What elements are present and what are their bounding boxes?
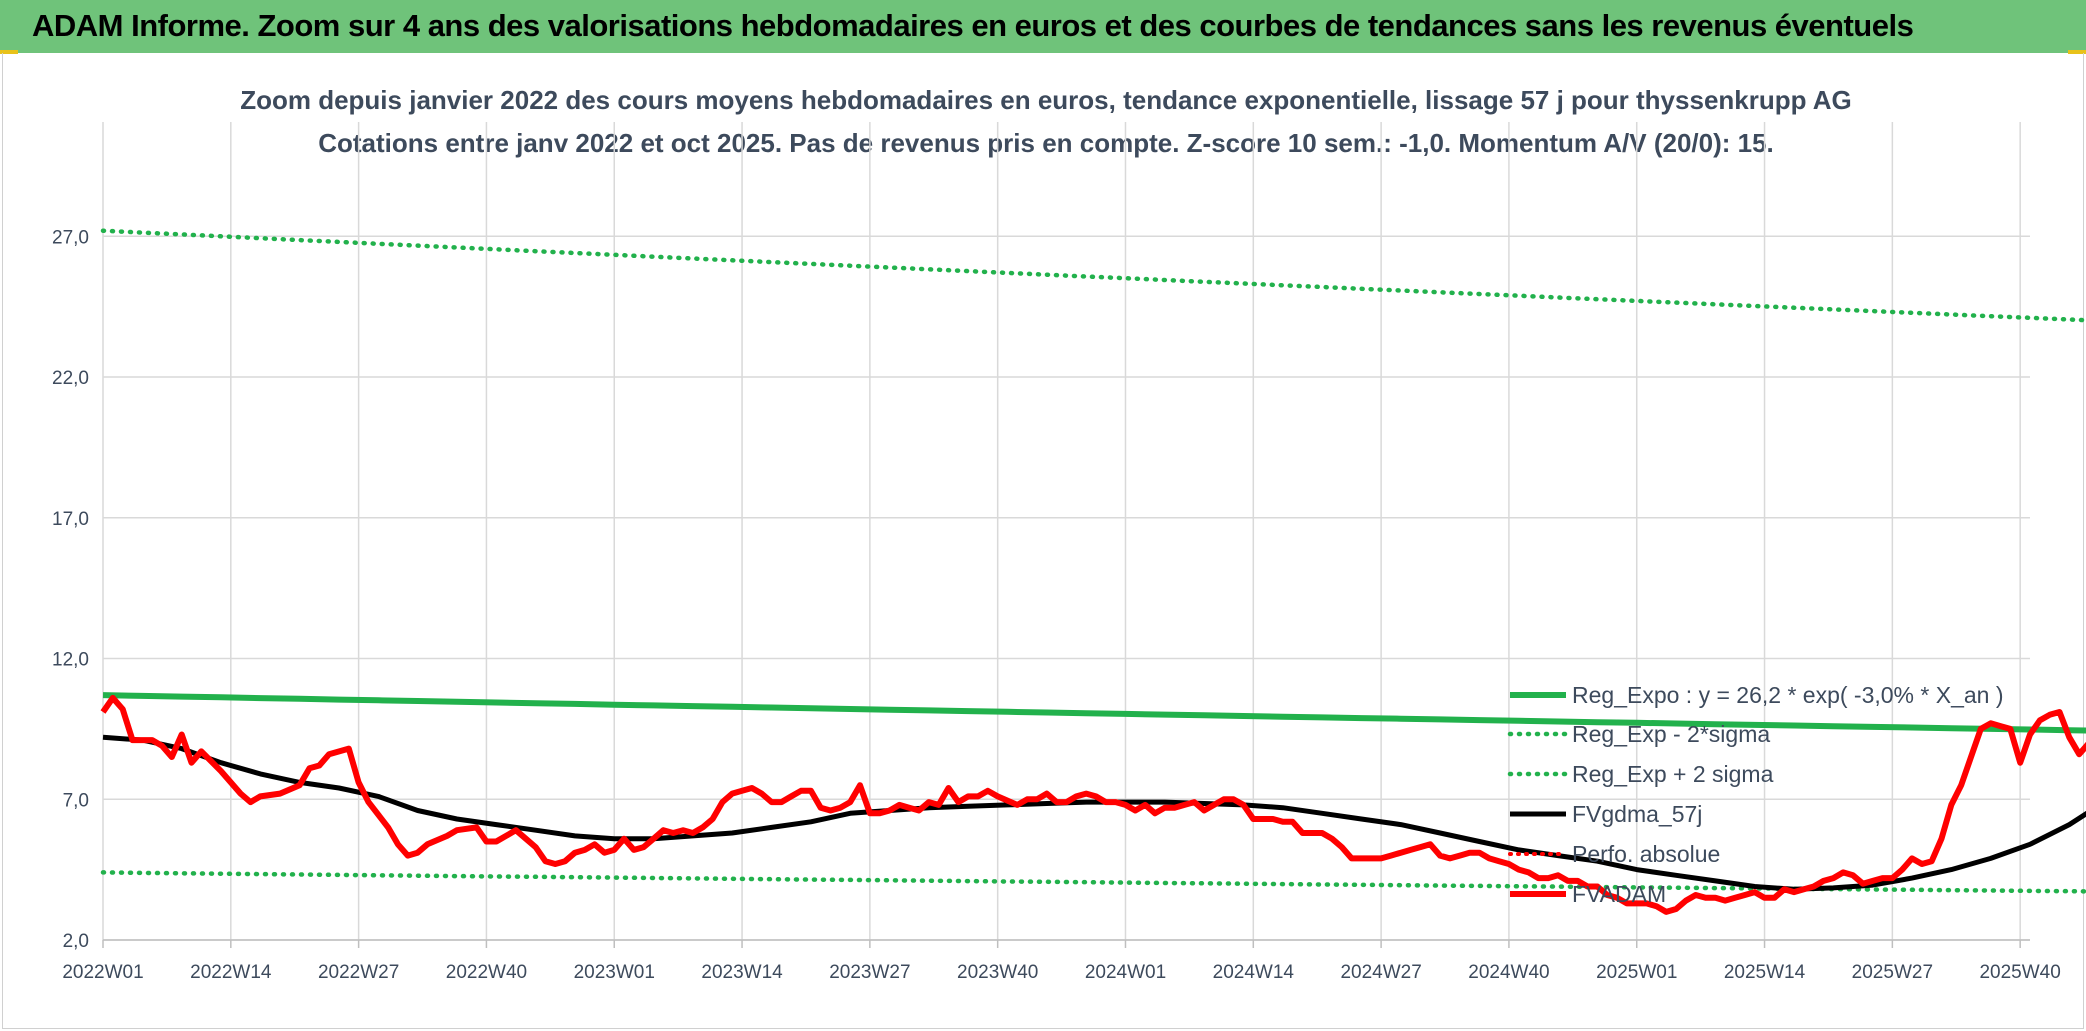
x-tick-label: 2023W01 (574, 962, 655, 983)
fvgdma-line (102, 734, 2086, 892)
x-tick-label: 2024W14 (1213, 962, 1295, 983)
reg-exp-minus-2sigma-line (100, 870, 2086, 894)
chart-subtitle: Cotations entre janv 2022 et oct 2025. P… (318, 128, 1774, 158)
legend-perfo-label: Perfo. absolue (1572, 841, 1720, 867)
chart-area-border (2, 53, 2084, 1029)
x-axis-ticks: 2022W01 2022W14 2022W27 2022W40 2023W01 2023W… (62, 962, 2061, 983)
x-tick-label: 2024W01 (1085, 962, 1166, 983)
y-tick-label: 27,0 (52, 227, 89, 248)
legend: Reg_Expo : y = 26,2 * exp( -3,0% * X_an … (1507, 682, 2004, 907)
x-tick-label: 2024W40 (1468, 962, 1549, 983)
y-tick-label: 22,0 (52, 368, 89, 389)
x-tick-label: 2022W01 (62, 962, 143, 983)
y-tick-label: 2,0 (63, 931, 89, 952)
title-banner: ADAM Informe. Zoom sur 4 ans des valoris… (0, 0, 2086, 53)
series-lines (100, 228, 2086, 915)
banner-accent-left (0, 50, 18, 54)
y-tick-label: 17,0 (52, 509, 89, 530)
reg-expo-line (102, 692, 2086, 734)
legend-reg-exp-plus-label: Reg_Exp + 2 sigma (1572, 761, 1774, 787)
reg-exp-plus-2sigma-line (100, 228, 2086, 323)
banner-accent-right (2068, 50, 2086, 54)
y-tick-label: 12,0 (52, 650, 89, 671)
x-tick-label: 2025W14 (1724, 962, 1806, 983)
legend-reg-expo-label: Reg_Expo : y = 26,2 * exp( -3,0% * X_an … (1572, 682, 2004, 708)
x-tick-label: 2023W14 (701, 962, 783, 983)
legend-fvgdma-label: FVgdma_57j (1572, 801, 1702, 827)
chart-title: Zoom depuis janvier 2022 des cours moyen… (240, 85, 1852, 115)
x-tick-label: 2023W40 (957, 962, 1038, 983)
x-tick-label: 2025W40 (1979, 962, 2060, 983)
x-tick-label: 2022W14 (190, 962, 272, 983)
legend-fvadam-label: FVADAM (1572, 881, 1666, 907)
y-axis-ticks: 2,0 7,0 12,0 17,0 22,0 27,0 (52, 227, 89, 952)
x-tick-label: 2025W27 (1852, 962, 1933, 983)
fvadam-line (100, 694, 2086, 915)
legend-reg-exp-minus-label: Reg_Exp - 2*sigma (1572, 721, 1770, 747)
y-tick-label: 7,0 (63, 790, 89, 811)
x-tick-label: 2025W01 (1596, 962, 1677, 983)
x-tick-label: 2022W40 (446, 962, 527, 983)
report-title: ADAM Informe. Zoom sur 4 ans des valoris… (32, 8, 1914, 43)
x-tick-label: 2022W27 (318, 962, 399, 983)
x-tick-label: 2023W27 (829, 962, 910, 983)
x-tick-label: 2024W27 (1340, 962, 1421, 983)
